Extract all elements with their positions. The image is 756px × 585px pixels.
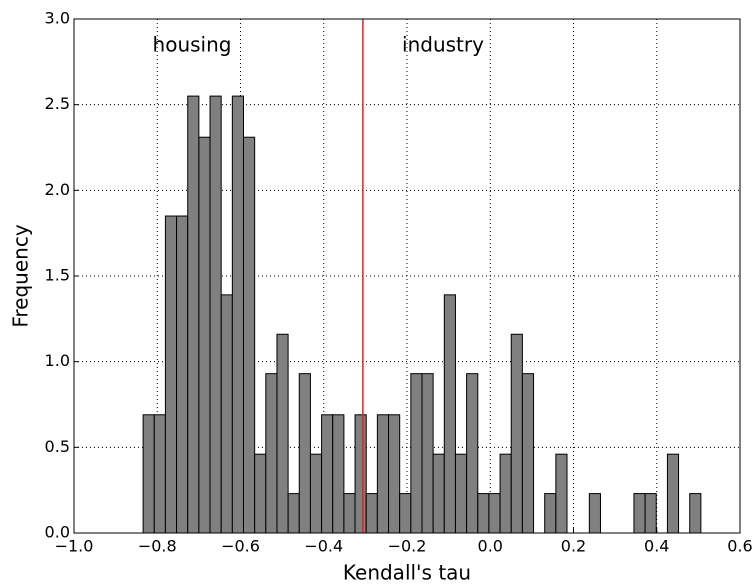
annotation: housing: [153, 33, 232, 57]
bar: [488, 493, 501, 534]
bar: [633, 493, 646, 534]
plot-frame: [73, 18, 741, 534]
bar: [544, 493, 557, 534]
x-tick-label: 0.0: [478, 537, 503, 556]
x-axis-label: Kendall's tau: [343, 561, 471, 585]
bar: [164, 215, 178, 534]
y-axis-label: Frequency: [9, 224, 33, 327]
bar: [454, 453, 468, 534]
bar: [231, 95, 244, 534]
y-tick-label: 1.0: [45, 351, 70, 370]
bar: [477, 493, 490, 534]
bar: [521, 373, 535, 534]
bar: [254, 453, 267, 534]
x-tick-label: 0.4: [644, 537, 669, 556]
bar: [443, 294, 456, 534]
bar: [376, 414, 390, 534]
y-tick-label: 2.0: [45, 180, 70, 199]
bar: [510, 333, 523, 534]
bar: [588, 493, 601, 534]
bar: [321, 414, 334, 534]
bar: [298, 373, 311, 534]
x-tick-label: −1.0: [55, 537, 94, 556]
bar: [689, 493, 702, 534]
bar: [142, 414, 155, 534]
bar: [466, 373, 479, 534]
y-tick-label: 3.0: [45, 9, 70, 28]
y-tick-label: 0.5: [45, 437, 70, 456]
bar: [365, 493, 378, 534]
annotation: industry: [402, 33, 484, 57]
bar: [332, 414, 345, 534]
bar: [209, 95, 222, 534]
x-tick-label: −0.2: [388, 537, 427, 556]
bar: [153, 414, 166, 534]
y-tick-label: 1.5: [45, 266, 70, 285]
x-tick-label: −0.8: [138, 537, 177, 556]
bar: [666, 453, 680, 534]
bar: [187, 95, 200, 534]
x-tick-label: −0.4: [304, 537, 343, 556]
bar: [287, 493, 300, 534]
bar: [265, 373, 278, 534]
bar: [309, 453, 323, 534]
y-tick-label: 2.5: [45, 94, 70, 113]
bar: [410, 373, 423, 534]
bar: [276, 333, 289, 534]
bar: [555, 453, 568, 534]
x-tick-label: 0.6: [727, 537, 752, 556]
bar: [220, 294, 233, 534]
bar: [388, 414, 401, 534]
y-tick-label: 0.0: [45, 523, 70, 542]
bar: [354, 414, 367, 534]
bar: [499, 453, 512, 534]
bar: [421, 373, 434, 534]
bar: [198, 136, 211, 534]
x-tick-label: −0.6: [221, 537, 260, 556]
bar: [343, 493, 356, 534]
bar: [242, 136, 256, 534]
x-tick-label: 0.2: [561, 537, 586, 556]
bar: [176, 215, 189, 534]
bar: [432, 453, 445, 534]
bar: [644, 493, 657, 534]
bar: [399, 493, 412, 534]
